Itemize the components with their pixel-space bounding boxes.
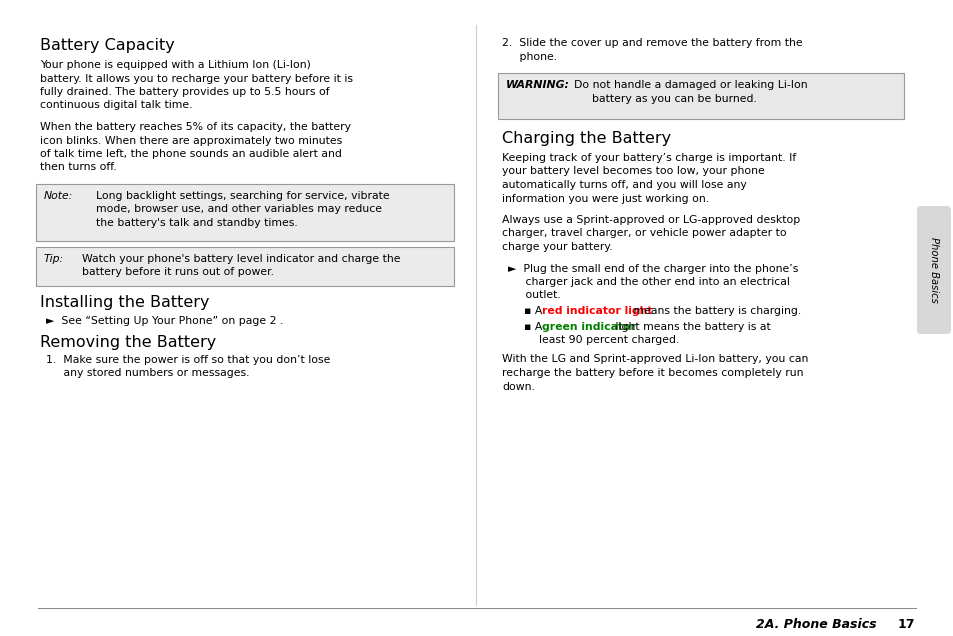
Text: Charging the Battery: Charging the Battery [501,131,670,146]
Text: Installing the Battery: Installing the Battery [40,296,210,310]
Text: 1.  Make sure the power is off so that you don’t lose: 1. Make sure the power is off so that yo… [46,355,330,365]
Text: Do not handle a damaged or leaking Li-Ion: Do not handle a damaged or leaking Li-Io… [574,80,807,90]
Text: Battery Capacity: Battery Capacity [40,38,174,53]
Text: then turns off.: then turns off. [40,163,116,172]
Text: means the battery is charging.: means the battery is charging. [630,306,801,316]
Text: 17: 17 [897,618,915,631]
Text: charge your battery.: charge your battery. [501,242,612,252]
Text: Your phone is equipped with a Lithium Ion (Li-Ion): Your phone is equipped with a Lithium Io… [40,60,311,70]
Text: Keeping track of your battery’s charge is important. If: Keeping track of your battery’s charge i… [501,153,796,163]
Text: 2.  Slide the cover up and remove the battery from the: 2. Slide the cover up and remove the bat… [501,38,801,48]
Text: ►  See “Setting Up Your Phone” on page 2 .: ► See “Setting Up Your Phone” on page 2 … [46,315,283,326]
Text: Watch your phone's battery level indicator and charge the: Watch your phone's battery level indicat… [82,254,400,263]
Text: information you were just working on.: information you were just working on. [501,193,708,204]
Text: When the battery reaches 5% of its capacity, the battery: When the battery reaches 5% of its capac… [40,122,351,132]
Text: ►  Plug the small end of the charger into the phone’s: ► Plug the small end of the charger into… [507,263,798,273]
Text: light means the battery is at: light means the battery is at [611,322,770,331]
Text: the battery's talk and standby times.: the battery's talk and standby times. [96,218,297,228]
Text: battery. It allows you to recharge your battery before it is: battery. It allows you to recharge your … [40,74,353,83]
Text: recharge the battery before it becomes completely run: recharge the battery before it becomes c… [501,368,802,378]
Text: any stored numbers or messages.: any stored numbers or messages. [46,368,250,378]
Text: your battery level becomes too low, your phone: your battery level becomes too low, your… [501,167,764,177]
Text: least 90 percent charged.: least 90 percent charged. [532,335,679,345]
Text: outlet.: outlet. [507,291,560,300]
Text: continuous digital talk time.: continuous digital talk time. [40,100,193,111]
Text: mode, browser use, and other variables may reduce: mode, browser use, and other variables m… [96,205,381,214]
Text: WARNING:: WARNING: [505,80,569,90]
Text: Removing the Battery: Removing the Battery [40,335,216,350]
FancyBboxPatch shape [916,206,950,334]
Text: green indicator: green indicator [542,322,636,331]
FancyBboxPatch shape [36,184,454,240]
Text: With the LG and Sprint-approved Li-Ion battery, you can: With the LG and Sprint-approved Li-Ion b… [501,354,807,364]
Text: of talk time left, the phone sounds an audible alert and: of talk time left, the phone sounds an a… [40,149,341,159]
Text: battery before it runs out of power.: battery before it runs out of power. [82,267,274,277]
FancyBboxPatch shape [36,247,454,286]
Text: ▪ A: ▪ A [523,306,545,316]
Text: automatically turns off, and you will lose any: automatically turns off, and you will lo… [501,180,746,190]
Text: 2A. Phone Basics: 2A. Phone Basics [755,618,876,631]
Text: Long backlight settings, searching for service, vibrate: Long backlight settings, searching for s… [96,191,389,201]
Text: phone.: phone. [501,52,557,62]
Text: down.: down. [501,382,535,392]
Text: red indicator light: red indicator light [542,306,652,316]
Text: charger, travel charger, or vehicle power adapter to: charger, travel charger, or vehicle powe… [501,228,786,238]
Text: fully drained. The battery provides up to 5.5 hours of: fully drained. The battery provides up t… [40,87,330,97]
Text: Tip:: Tip: [44,254,64,263]
Text: Phone Basics: Phone Basics [928,237,938,303]
Text: charger jack and the other end into an electrical: charger jack and the other end into an e… [507,277,789,287]
Text: Always use a Sprint-approved or LG-approved desktop: Always use a Sprint-approved or LG-appro… [501,215,800,225]
Text: ▪ A: ▪ A [523,322,545,331]
Text: battery as you can be burned.: battery as you can be burned. [592,93,756,104]
Text: Note:: Note: [44,191,73,201]
FancyBboxPatch shape [497,73,903,119]
Text: icon blinks. When there are approximately two minutes: icon blinks. When there are approximatel… [40,135,342,146]
